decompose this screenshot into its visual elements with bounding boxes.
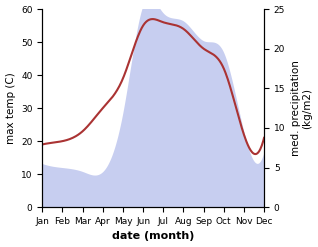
Y-axis label: med. precipitation
(kg/m2): med. precipitation (kg/m2) [291, 60, 313, 156]
X-axis label: date (month): date (month) [112, 231, 194, 242]
Y-axis label: max temp (C): max temp (C) [5, 72, 16, 144]
